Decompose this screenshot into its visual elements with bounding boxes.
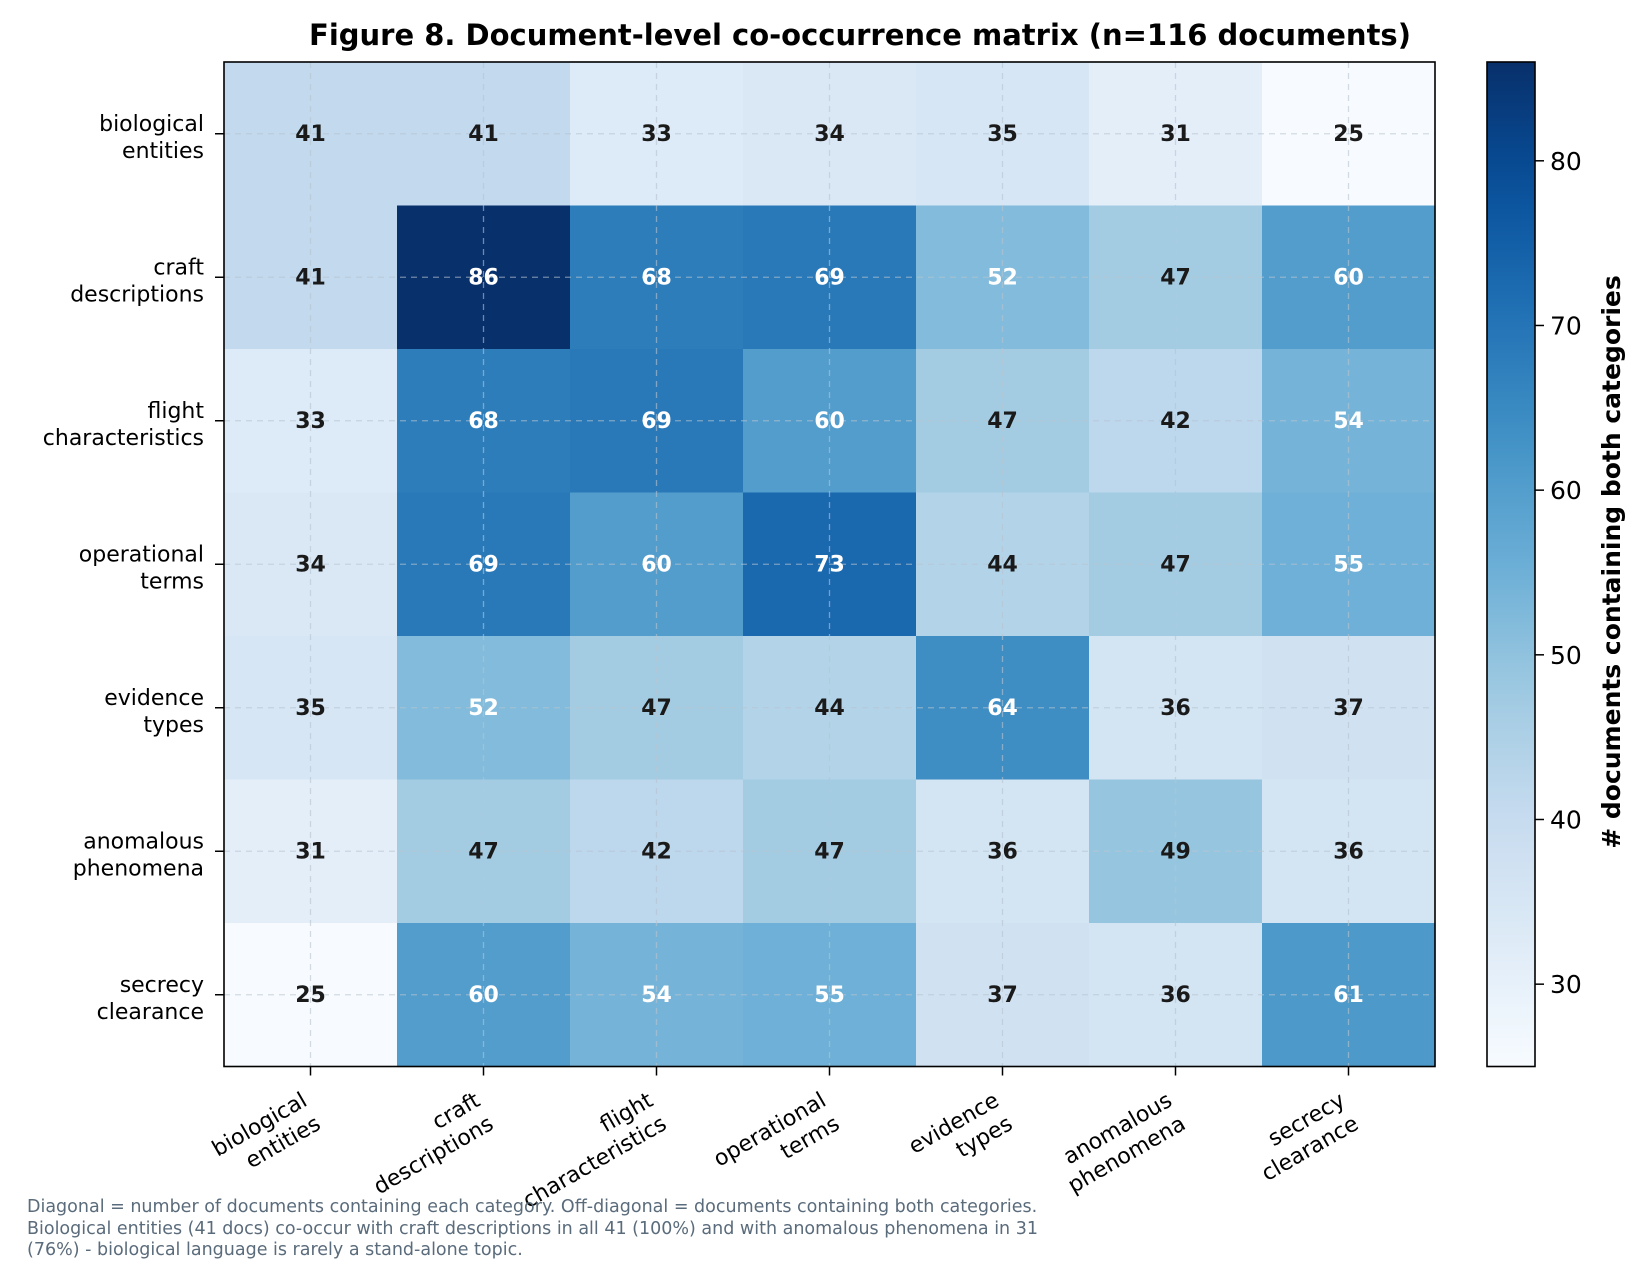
y-tick-label: operational terms <box>79 542 204 594</box>
y-tick-label: secrecy clearance <box>97 973 204 1025</box>
cell-value-label: 47 <box>987 409 1018 434</box>
cell-value-label: 54 <box>1333 409 1364 434</box>
cell-value-label: 49 <box>1160 839 1191 864</box>
cell-value-label: 68 <box>468 409 499 434</box>
row-labels: biological entities craft descriptions fligh… <box>43 112 205 1025</box>
colorbar-tick-label: 50 <box>1550 641 1582 670</box>
cell-value-label: 35 <box>295 696 326 721</box>
cell-value-label: 31 <box>295 839 326 864</box>
cell-value-label: 61 <box>1333 983 1364 1008</box>
cell-value-label: 52 <box>468 696 499 721</box>
colorbar-tick-label: 70 <box>1550 311 1582 340</box>
cell-value-label: 47 <box>1160 552 1191 577</box>
x-tick-label: anomalousphenomena <box>1050 1088 1190 1199</box>
cell-value-label: 47 <box>814 839 845 864</box>
cell-value-label: 86 <box>468 265 499 290</box>
cell-value-label: 44 <box>987 552 1018 577</box>
cell-value-label: 69 <box>468 552 499 577</box>
y-tick-label: anomalous phenomena <box>73 829 204 881</box>
cell-value-label: 42 <box>1160 409 1191 434</box>
cell-value-label: 36 <box>1160 696 1191 721</box>
cell-value-label: 41 <box>295 122 326 147</box>
cell-value-label: 47 <box>641 696 672 721</box>
cell-value-label: 60 <box>468 983 499 1008</box>
x-tick-label: operationalterms <box>710 1088 844 1196</box>
cell-value-label: 34 <box>814 122 845 147</box>
cell-labels: 41 41 33 34 35 31 25 41 86 68 69 52 47 60 33 68 69 60 47 42… <box>295 122 1364 1008</box>
colorbar-label: # documents containing both categories <box>1597 275 1626 849</box>
cell-value-label: 47 <box>1160 265 1191 290</box>
cell-value-label: 35 <box>987 122 1018 147</box>
x-tick-label: flightcharacteristics <box>505 1088 671 1214</box>
cell-value-label: 41 <box>468 122 499 147</box>
axes <box>215 61 1436 1076</box>
cell-value-label: 60 <box>1333 265 1364 290</box>
chart-title: Figure 8. Document-level co-occurrence m… <box>309 18 1411 52</box>
x-tick-label: secrecyclearance <box>1244 1088 1363 1187</box>
cell-value-label: 68 <box>641 265 672 290</box>
cell-value-label: 47 <box>468 839 499 864</box>
cell-value-label: 41 <box>295 265 326 290</box>
cell-value-label: 36 <box>987 839 1018 864</box>
cell-value-label: 25 <box>295 983 326 1008</box>
colorbar: 30 40 50 60 70 80 <box>1486 61 1582 1068</box>
cell-value-label: 44 <box>814 696 845 721</box>
cell-value-label: 69 <box>814 265 845 290</box>
gridlines <box>224 62 1435 1067</box>
cell-value-label: 55 <box>814 983 845 1008</box>
colorbar-tick-label: 60 <box>1550 476 1582 505</box>
y-tick-label: craft descriptions <box>70 255 204 307</box>
cell-value-label: 54 <box>641 983 672 1008</box>
y-tick-label: flight characteristics <box>43 399 205 451</box>
cell-value-label: 33 <box>295 409 326 434</box>
cell-value-label: 73 <box>814 552 845 577</box>
cell-value-label: 36 <box>1160 983 1191 1008</box>
cell-value-label: 37 <box>1333 696 1364 721</box>
colorbar-tick-label: 80 <box>1550 147 1582 176</box>
cell-value-label: 52 <box>987 265 1018 290</box>
cell-value-label: 36 <box>1333 839 1364 864</box>
cell-value-label: 64 <box>987 696 1018 721</box>
cell-value-label: 69 <box>641 409 672 434</box>
cell-value-label: 37 <box>987 983 1018 1008</box>
x-tick-label: evidencetypes <box>905 1088 1017 1183</box>
x-tick-label: biologicalentities <box>208 1088 325 1185</box>
col-labels: biologicalentities craftdescriptions fligh… <box>208 1088 1363 1214</box>
cell-value-label: 33 <box>641 122 672 147</box>
cell-value-label: 31 <box>1160 122 1191 147</box>
colorbar-tick-label: 30 <box>1550 970 1582 999</box>
cell-value-label: 60 <box>814 409 845 434</box>
y-tick-label: evidence types <box>104 686 204 738</box>
cell-value-label: 60 <box>641 552 672 577</box>
cell-value-label: 42 <box>641 839 672 864</box>
x-tick-label: craftdescriptions <box>356 1088 498 1200</box>
y-tick-label: biological entities <box>99 112 204 164</box>
cell-value-label: 25 <box>1333 122 1364 147</box>
figure-caption: Diagonal = number of documents containin… <box>27 1197 1038 1260</box>
cell-value-label: 34 <box>295 552 326 577</box>
colorbar-gradient <box>1486 61 1536 1068</box>
cell-value-label: 55 <box>1333 552 1364 577</box>
colorbar-tick-label: 40 <box>1550 805 1582 834</box>
